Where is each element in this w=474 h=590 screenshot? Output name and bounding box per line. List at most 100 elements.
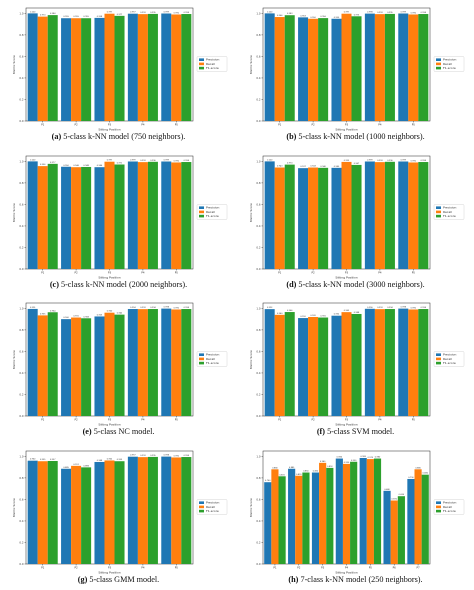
legend-label: Recall	[206, 357, 215, 361]
chart-panel: 0.0 0.2 0.4 0.6 0.8 1.0 Metric Score 0.960 0.955…	[0, 443, 237, 590]
figure-caption: (h) 7-class k-NN model (250 neighbors).	[237, 575, 474, 584]
bar-recall	[274, 314, 285, 416]
bar-value-label: 0.850	[313, 470, 319, 472]
figure-caption: (b) 5-class k-NN model (1000 neighbors).	[237, 132, 474, 141]
legend-box	[196, 203, 228, 220]
y-axis-label: Metric Score	[249, 203, 253, 222]
legend-label: F1-score	[443, 509, 456, 513]
figure-caption: (f) 5-class SVM model.	[237, 427, 474, 436]
y-tick-label: 0.2	[256, 97, 260, 101]
bar-recall	[374, 161, 385, 269]
bar-f1-score	[418, 14, 429, 122]
bar-recall	[342, 463, 351, 564]
bar-f1-score	[114, 314, 125, 416]
legend-label: Recall	[443, 504, 452, 508]
legend-box	[433, 498, 465, 515]
bar-value-label: 0.820	[296, 473, 302, 475]
legend-box	[196, 56, 228, 72]
bar-value-label: 0.958	[97, 16, 103, 18]
bar-precision	[383, 490, 391, 564]
bar-value-label: 0.999	[401, 11, 407, 13]
bar-f1-score	[384, 161, 395, 269]
bar-value-label: 0.920	[310, 315, 316, 317]
bar-value-label: 0.893	[327, 465, 333, 467]
bar-precision	[335, 458, 343, 564]
x-tick-label: P2	[74, 123, 78, 127]
bar-value-label: 0.943	[277, 165, 283, 167]
y-tick-label: 0.0	[19, 414, 23, 418]
legend-swatch	[199, 205, 204, 209]
legend-label: Recall	[443, 62, 452, 66]
x-axis-label: Sitting Position	[98, 570, 120, 574]
x-tick-label: P4	[141, 418, 145, 422]
bar-f1-score	[318, 317, 329, 416]
legend-swatch	[199, 353, 204, 356]
bar-precision	[264, 160, 275, 269]
bar-chart: 0.0 0.2 0.4 0.6 0.8 1.0 Metric Score 1.000 0.956…	[12, 155, 228, 279]
bar-value-label: 0.815	[279, 474, 285, 476]
y-tick-label: 0.2	[19, 245, 23, 249]
bar-value-label: 0.998	[164, 307, 170, 309]
caption-text: 5-class k-NN model (1000 neighbors).	[298, 132, 425, 141]
figure-caption: (a) 5-class k-NN model (750 neighbors).	[0, 132, 237, 141]
bar-value-label: 0.980	[337, 456, 343, 458]
figure-caption: (c) 5-class k-NN model (2000 neighbors).	[0, 280, 237, 289]
bar-f1-score	[47, 460, 58, 564]
bar-recall	[271, 468, 279, 564]
x-tick-label: P2	[74, 565, 78, 569]
x-tick-label: P4	[378, 123, 382, 127]
bar-value-label: 0.965	[344, 310, 350, 312]
y-axis-label: Metric Score	[12, 350, 16, 369]
bar-value-label: 1.000	[267, 11, 273, 13]
y-tick-label: 0.2	[19, 97, 23, 101]
bar-value-label: 0.997	[130, 12, 136, 14]
bar-value-label: 0.994	[130, 307, 136, 309]
bar-recall	[171, 309, 182, 416]
figure-caption: (d) 5-class k-NN model (3000 neighbors).	[237, 280, 474, 289]
legend-swatch	[436, 505, 441, 508]
y-tick-label: 1.0	[256, 306, 260, 310]
bar-value-label: 0.999	[401, 159, 407, 161]
legend-swatch	[199, 500, 204, 504]
bar-value-label: 0.964	[50, 310, 56, 312]
bar-value-label: 0.948	[97, 459, 103, 461]
y-tick-label: 0.8	[19, 475, 23, 479]
y-tick-label: 0.4	[256, 518, 260, 522]
y-axis-label: Metric Score	[249, 55, 253, 74]
x-tick-label: P1	[278, 418, 282, 422]
bar-value-label: 1.000	[267, 159, 273, 161]
bar-f1-score	[397, 495, 405, 564]
bar-recall	[295, 475, 303, 564]
y-tick-label: 0.6	[19, 54, 23, 58]
bar-f1-score	[147, 456, 158, 564]
bar-recall	[308, 167, 319, 269]
x-tick-label: P1	[273, 565, 277, 569]
bar-value-label: 0.885	[289, 466, 295, 468]
x-tick-label: P3	[345, 270, 349, 274]
bar-value-label: 0.760	[265, 480, 271, 482]
bar-value-label: 0.940	[334, 165, 340, 167]
y-tick-label: 0.2	[19, 392, 23, 396]
legend-swatch	[436, 509, 441, 512]
bar-value-label: 0.990	[174, 12, 180, 14]
bar-f1-score	[373, 458, 382, 564]
bar-recall	[71, 18, 82, 122]
x-axis-label: Sitting Position	[98, 423, 120, 427]
legend-swatch	[199, 214, 204, 217]
bar-value-label: 0.963	[300, 15, 306, 17]
legend-label: F1-score	[443, 214, 456, 218]
legend-label: Precision	[443, 58, 456, 62]
bar-precision	[127, 13, 138, 121]
bar-f1-score	[351, 313, 362, 416]
bar-value-label: 0.948	[83, 164, 89, 166]
bar-f1-score	[418, 309, 429, 416]
y-tick-label: 0.4	[19, 371, 23, 375]
legend-label: Precision	[443, 353, 456, 357]
legend-swatch	[199, 509, 204, 512]
bar-precision	[364, 308, 375, 416]
bar-value-label: 0.993	[140, 455, 146, 457]
x-axis-label: Sitting Position	[335, 423, 357, 427]
bar-chart: 0.0 0.2 0.4 0.6 0.8 1.0 Metric Score 1.000 0.943…	[249, 155, 465, 279]
legend-label: F1-score	[206, 509, 219, 513]
chart-panel: 0.0 0.2 0.4 0.6 0.8 1.0 Metric Score 0.993 0.940…	[237, 295, 474, 443]
